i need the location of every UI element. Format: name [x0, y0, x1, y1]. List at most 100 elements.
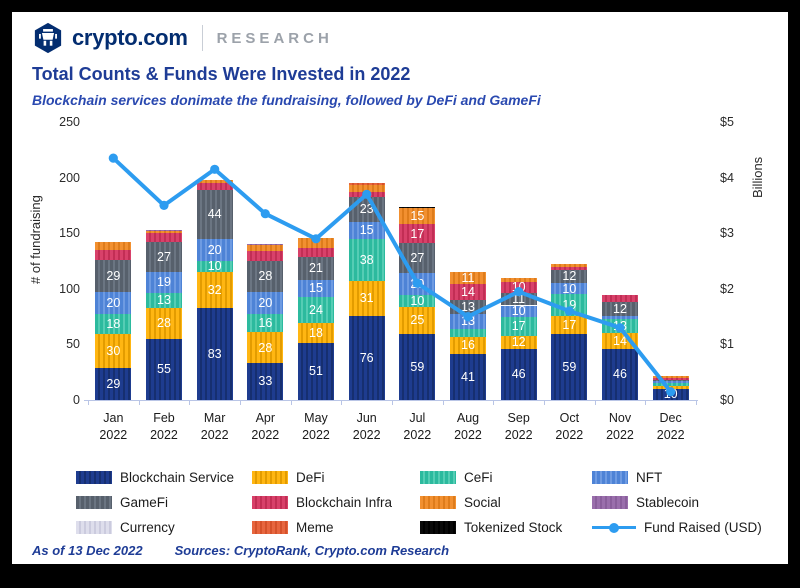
division-name: RESEARCH: [216, 29, 333, 47]
bar-segment-blockchain-infra-sep: 10: [500, 281, 537, 293]
footer: As of 13 Dec 2022 Sources: CryptoRank, C…: [32, 543, 449, 558]
legend-swatch-social: [420, 496, 456, 509]
legend-swatch-stablecoin: [592, 496, 628, 509]
bar-segment-defi-feb: 28: [146, 307, 182, 339]
right-axis-tick: $3: [720, 226, 734, 241]
legend-swatch-cefi: [420, 471, 456, 484]
bar-segment-nft-jul: 20: [399, 273, 436, 296]
bar-segment-value: 13: [461, 314, 475, 329]
legend-swatch-gamefi: [76, 496, 112, 509]
x-axis-label-nov: Nov 2022: [606, 411, 634, 442]
legend-label: DeFi: [296, 470, 325, 485]
bar-segment-defi-sep: 12: [500, 334, 537, 349]
bar-segment-gamefi-oct: 12: [551, 269, 588, 284]
bar-segment-cefi-oct: 19: [551, 294, 588, 316]
bar-segment-nft-jun: 15: [348, 222, 385, 239]
legend-swatch-meme: [252, 521, 288, 534]
bar-segment-value: 31: [359, 291, 374, 306]
bar-segment-cefi-sep: 17: [500, 316, 537, 336]
bar-segment-blockchain-service-oct: 59: [551, 334, 588, 400]
legend-item-social: Social: [420, 495, 592, 510]
legend-label: Blockchain Service: [120, 470, 235, 485]
bar-segment-value: 14: [461, 284, 475, 299]
bar-segment-nft-oct: 10: [551, 283, 588, 295]
legend-label: Tokenized Stock: [464, 520, 563, 535]
bar-segment-value: 12: [613, 301, 627, 316]
x-axis-tickmark: [189, 401, 191, 405]
legend: Blockchain Service DeFi CeFi NFT GameFi Block…: [76, 470, 776, 535]
bar-segment-value: 41: [461, 369, 475, 384]
bar-segment-blockchain-infra-dec: [652, 377, 689, 380]
bar-segment-tokenized-stock-jul: [399, 206, 436, 208]
bar-segment-value: 32: [207, 282, 222, 297]
legend-item-meme: Meme: [252, 520, 420, 535]
bar-segment-defi-dec: [652, 385, 689, 389]
bar-segment-value: 11: [461, 271, 475, 285]
bar-segment-cefi-jan: 18: [95, 314, 132, 335]
bar-segment-value: 13: [461, 299, 475, 314]
legend-swatch-currency: [76, 521, 112, 534]
bar-segment-value: 16: [258, 316, 273, 331]
bar-segment-value: 44: [207, 207, 222, 222]
bar-segment-defi-jun: 31: [348, 281, 385, 316]
x-axis-label-mar: Mar 2022: [200, 411, 229, 442]
crypto-com-logo: [34, 22, 62, 54]
left-axis-tick: 100: [59, 281, 80, 296]
bar-segment-gamefi-jan: 29: [95, 259, 132, 293]
bar-segment-value: 38: [359, 252, 374, 267]
bar-segment-gamefi-apr: 28: [247, 261, 284, 293]
bar-segment-value: 17: [562, 317, 577, 332]
bar-segment-cefi-apr: 16: [247, 314, 284, 333]
bar-segment-value: 20: [410, 277, 425, 292]
legend-item-defi: DeFi: [252, 470, 420, 485]
bar-segment-blockchain-infra-apr: [247, 251, 284, 261]
bar-segment-value: 10: [511, 303, 526, 318]
bar-segment-value: 76: [359, 350, 374, 365]
bar-segment-blockchain-service-jan: 29: [95, 367, 132, 400]
bar-segment-cefi-mar: 10: [196, 260, 233, 272]
bar-segment-value: 15: [359, 223, 374, 238]
bar-segment-value: 12: [511, 334, 526, 349]
chart-title: Total Counts & Funds Were Invested in 20…: [32, 64, 411, 84]
x-axis-label-aug: Aug 2022: [454, 411, 482, 442]
legend-item-currency: Currency: [76, 520, 252, 535]
legend-label: CeFi: [464, 470, 493, 485]
bar-segment-social-jul: 15: [399, 207, 436, 225]
right-axis-tick: $4: [720, 170, 734, 185]
bar-segment-value: 13: [613, 318, 627, 333]
bar-segment-nft-may: 15: [298, 279, 334, 297]
legend-item-blockchain-infra: Blockchain Infra: [252, 495, 420, 510]
bar-segment-value: 20: [106, 296, 121, 311]
x-axis-label-jun: Jun 2022: [352, 411, 381, 442]
bar-segment-value: 28: [258, 269, 273, 284]
bar-segment-defi-may: 18: [298, 323, 334, 344]
bar-segment-nft-sep: 10: [500, 303, 537, 318]
bar-segment-social-oct: [551, 264, 588, 267]
bar-segment-value: 10: [410, 293, 425, 308]
bar-segment-value: 59: [410, 359, 425, 374]
bar-segment-value: 16: [461, 338, 475, 353]
bar-segment-cefi-dec: [652, 383, 689, 386]
bar-segment-value: 83: [207, 346, 222, 361]
right-axis-tick: $1: [720, 337, 734, 352]
sources: Sources: CryptoRank, Crypto.com Research: [174, 543, 450, 558]
bar-segment-value: 23: [359, 202, 374, 217]
x-axis-line: [84, 400, 698, 401]
x-axis-label-sep: Sep 2022: [504, 411, 533, 442]
legend-label: Fund Raised (USD): [644, 520, 762, 535]
bar-segment-gamefi-sep: 11: [500, 293, 537, 306]
left-axis-tick: 0: [73, 393, 80, 407]
legend-swatch-tokenized-stock: [420, 521, 456, 534]
bar-segment-value: 30: [106, 343, 121, 358]
bar-segment-value: 20: [207, 242, 222, 257]
bar-segment-stablecoin-apr: [247, 244, 284, 246]
legend-item-fund-raised-usd-: Fund Raised (USD): [592, 520, 776, 535]
bar-segment-blockchain-service-jul: 59: [399, 334, 436, 400]
bar-segment-nft-feb: 19: [146, 272, 182, 294]
legend-swatch-nft: [592, 471, 628, 484]
left-axis-tick: 150: [59, 226, 80, 241]
bar-segment-cefi-feb: 13: [146, 293, 182, 308]
bar-segment-value: 46: [511, 367, 526, 382]
bar-segment-cefi-jun: 38: [348, 238, 385, 282]
bar-segment-value: 17: [511, 318, 526, 333]
